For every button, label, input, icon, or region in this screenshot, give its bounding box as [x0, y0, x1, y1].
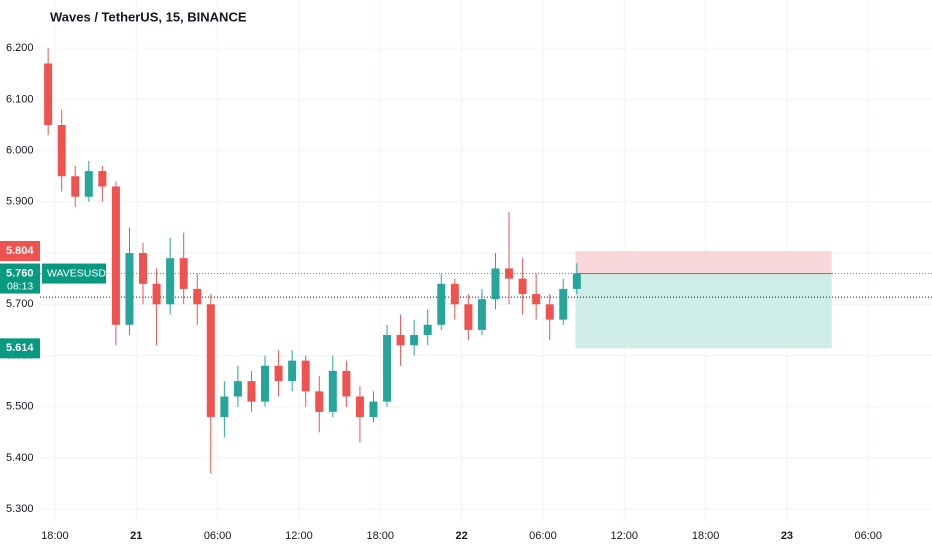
candle-body: [410, 335, 419, 346]
candle-body: [518, 278, 527, 295]
candle-body: [301, 360, 310, 392]
labels: 5.3005.4005.5005.6005.7005.8005.9006.000…: [0, 42, 882, 542]
x-tick-label: 18:00: [692, 530, 720, 542]
candle-body: [44, 63, 53, 125]
candle-body: [572, 273, 581, 289]
candle-body: [139, 253, 148, 284]
candle-body: [396, 335, 405, 346]
target-zone: [575, 273, 832, 349]
x-tick-label: 06:00: [855, 530, 883, 542]
candle-body: [328, 370, 337, 412]
position-tool: [40, 251, 932, 349]
target-price-label: 5.614: [6, 342, 34, 354]
candle-body: [71, 176, 80, 197]
candle-body: [166, 258, 175, 305]
target-price-label-bg: [0, 338, 40, 359]
candle-body: [491, 268, 500, 300]
x-tick-label: 18:00: [41, 530, 69, 542]
candle-body: [477, 299, 486, 330]
candle-body: [464, 304, 473, 330]
candle-body: [423, 324, 432, 336]
symbol-label-bg: [42, 263, 106, 284]
candle-body: [125, 253, 134, 325]
candle-body: [450, 283, 459, 305]
candle-body: [179, 258, 188, 289]
candle-body: [233, 381, 242, 397]
candle-body: [57, 124, 66, 177]
candles: [44, 48, 581, 474]
y-tick-label: 5.300: [6, 503, 34, 515]
last-price-bg: [0, 263, 40, 294]
x-tick-label: 12:00: [611, 530, 639, 542]
x-tick-label: 06:00: [204, 530, 232, 542]
last-price-label: 5.760: [6, 267, 34, 279]
countdown-label: 08:13: [7, 280, 33, 292]
candle-body: [342, 370, 351, 397]
candle-body: [437, 283, 446, 325]
candle-body: [98, 171, 107, 187]
candle-body: [545, 304, 554, 320]
candle-body: [559, 288, 568, 320]
candle-body: [220, 396, 229, 417]
x-tick-label: 12:00: [285, 530, 313, 542]
y-tick-label: 6.100: [6, 93, 34, 105]
y-tick-label: 5.900: [6, 196, 34, 208]
y-tick-label: 5.400: [6, 452, 34, 464]
x-tick-label: 21: [130, 530, 142, 542]
candle-body: [383, 335, 392, 402]
candle-body: [288, 360, 297, 382]
x-tick-label: 06:00: [529, 530, 557, 542]
candle-body: [247, 381, 256, 402]
candle-body: [532, 294, 541, 305]
x-tick-label: 18:00: [366, 530, 394, 542]
candle-body: [152, 283, 161, 305]
stop-price-label: 5.804: [6, 245, 34, 257]
y-tick-label: 6.000: [6, 145, 34, 157]
candle-body: [505, 268, 514, 279]
y-tick-label: 5.700: [6, 298, 34, 310]
symbol-label: WAVESUSDT: [47, 267, 113, 279]
x-tick-label: 22: [455, 530, 467, 542]
y-tick-label: 5.500: [6, 401, 34, 413]
candle-body: [111, 186, 120, 325]
candle-body: [274, 365, 283, 382]
candle-body: [206, 304, 215, 417]
candle-body: [193, 288, 202, 305]
candle-body: [261, 365, 270, 402]
grid: [40, 0, 932, 522]
stop-zone: [575, 251, 832, 274]
candle-body: [315, 391, 324, 412]
y-tick-label: 6.200: [6, 42, 34, 54]
stop-price-label-bg: [0, 241, 40, 262]
candle-body: [369, 401, 378, 417]
candle-body: [355, 396, 364, 417]
chart-title: Waves / TetherUS, 15, BINANCE: [50, 9, 247, 24]
x-tick-label: 23: [781, 530, 793, 542]
candle-body: [84, 171, 93, 197]
